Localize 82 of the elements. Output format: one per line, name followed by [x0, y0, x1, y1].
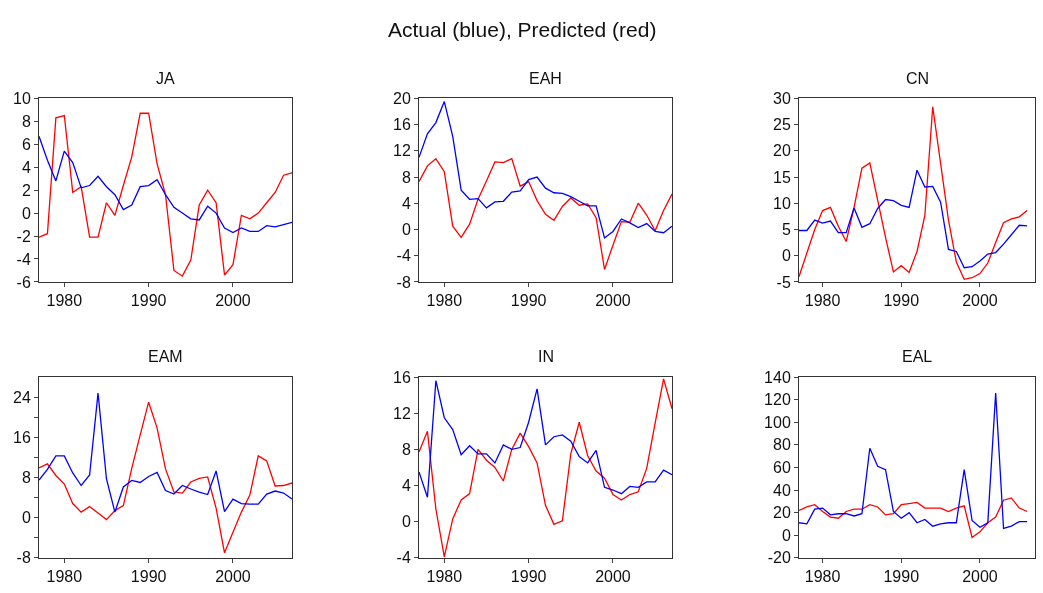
line-series — [799, 392, 1028, 530]
y-tick-label: 15 — [773, 168, 791, 186]
y-tick-label: 6 — [21, 135, 31, 153]
chart-title: JA — [156, 70, 175, 87]
chart-title: EAL — [902, 348, 933, 365]
y-tick-label: -4 — [396, 247, 411, 265]
x-tick-label: 1980 — [426, 292, 463, 310]
y-tick-label: 0 — [781, 526, 791, 544]
x-tick-label: 2000 — [215, 292, 251, 310]
y-tick-label: 0 — [401, 513, 411, 531]
y-tick-label: 0 — [21, 204, 31, 222]
y-tick-label: 30 — [773, 89, 791, 107]
chart-title: IN — [538, 348, 554, 365]
y-tick-label: -6 — [16, 273, 31, 291]
y-tick-label: 20 — [773, 142, 791, 160]
chart-title: EAM — [148, 348, 183, 365]
y-tick-label: 0 — [21, 509, 31, 527]
chart-title: CN — [906, 70, 930, 87]
y-tick-label: 12 — [393, 142, 411, 160]
line-series — [39, 112, 292, 277]
y-tick-label: 8 — [401, 168, 411, 186]
y-tick-label: 10 — [773, 194, 791, 212]
line-series — [39, 135, 292, 234]
x-tick-label: 1980 — [46, 292, 83, 310]
y-tick-label: -4 — [396, 549, 411, 567]
x-tick-label: 1990 — [510, 567, 547, 585]
y-tick-label: 8 — [21, 469, 31, 487]
y-tick-label: 60 — [773, 459, 791, 477]
y-tick-label: 16 — [393, 116, 411, 134]
x-tick-label: 2000 — [962, 567, 998, 585]
y-tick-label: -20 — [767, 549, 791, 567]
y-tick-label: 25 — [773, 116, 791, 134]
x-tick-label: 2000 — [962, 292, 998, 310]
line-series — [799, 106, 1028, 280]
x-tick-label: 1990 — [883, 567, 920, 585]
x-tick-label: 1980 — [804, 567, 841, 585]
line-series — [419, 100, 672, 239]
line-series — [799, 497, 1028, 539]
line-series — [39, 401, 292, 554]
x-tick-label: 1980 — [46, 567, 83, 585]
chart-title: EAH — [529, 70, 562, 87]
x-tick-label: 1990 — [510, 292, 547, 310]
y-tick-label: 10 — [13, 89, 31, 107]
x-tick-label: 1990 — [883, 292, 920, 310]
y-tick-label: 4 — [21, 158, 31, 176]
y-tick-label: 0 — [781, 247, 791, 265]
y-tick-label: -8 — [16, 549, 31, 567]
y-tick-label: 4 — [401, 194, 411, 212]
x-tick-label: 1980 — [804, 292, 841, 310]
y-tick-label: 20 — [393, 89, 411, 107]
y-tick-label: 100 — [764, 413, 791, 431]
y-tick-label: 5 — [781, 221, 791, 239]
y-tick-label: -5 — [776, 273, 791, 291]
y-tick-label: 0 — [401, 221, 411, 239]
y-tick-label: 40 — [773, 481, 791, 499]
line-series — [39, 392, 292, 513]
x-tick-label: 2000 — [595, 567, 631, 585]
y-tick-label: 8 — [21, 112, 31, 130]
y-tick-label: 120 — [764, 391, 791, 409]
x-tick-label: 1990 — [130, 567, 167, 585]
y-tick-label: 8 — [401, 440, 411, 458]
y-tick-label: 16 — [13, 428, 31, 446]
line-series — [419, 380, 672, 498]
x-tick-label: 2000 — [215, 567, 251, 585]
y-tick-label: 16 — [393, 368, 411, 386]
y-tick-label: 80 — [773, 436, 791, 454]
x-tick-label: 2000 — [595, 292, 631, 310]
y-tick-label: 24 — [13, 388, 31, 406]
y-tick-label: 20 — [773, 504, 791, 522]
y-tick-label: 4 — [401, 477, 411, 495]
y-tick-label: 140 — [764, 368, 791, 386]
y-tick-label: 2 — [21, 181, 31, 199]
y-tick-label: -8 — [396, 273, 411, 291]
y-tick-label: 12 — [393, 404, 411, 422]
line-series — [799, 169, 1028, 269]
y-tick-label: -2 — [16, 227, 31, 245]
line-series — [419, 378, 672, 558]
text: Actual (blue), Predicted (red) — [388, 18, 657, 41]
x-tick-label: 1980 — [426, 567, 463, 585]
y-tick-label: -4 — [16, 250, 31, 268]
line-series — [419, 158, 672, 271]
x-tick-label: 1990 — [130, 292, 167, 310]
